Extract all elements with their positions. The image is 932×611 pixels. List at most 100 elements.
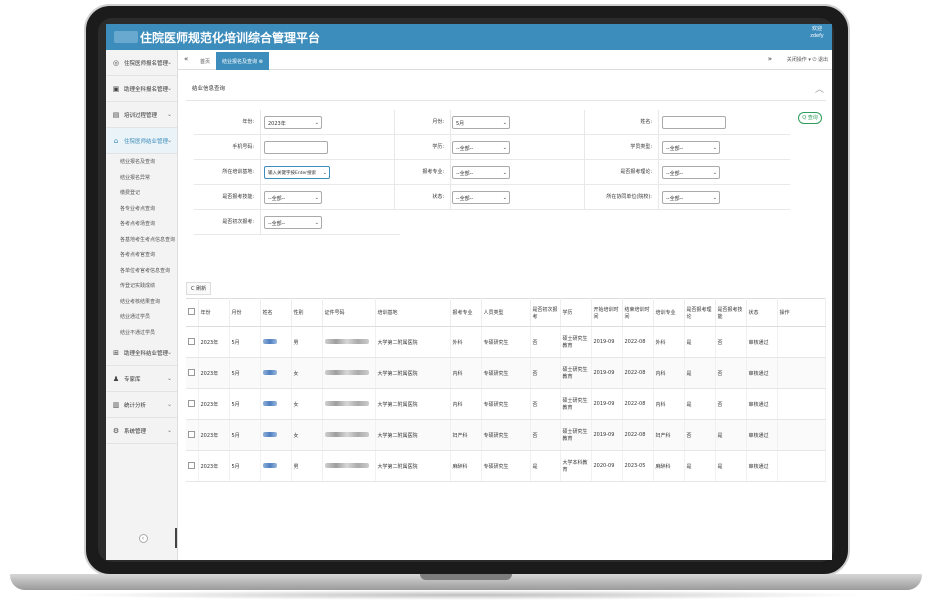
redacted-id	[324, 463, 369, 468]
major-select[interactable]: --全部-- ⌄	[452, 166, 510, 179]
initial-value: --全部--	[268, 221, 286, 227]
name-label: 姓名:	[640, 119, 652, 125]
operation-cell	[777, 357, 826, 389]
sidebar-subitem[interactable]: 传登记实践成绩	[120, 283, 156, 290]
chevron-up-icon[interactable]: ︿	[814, 85, 824, 95]
table-row[interactable]: 2023年 5月女大学第二附属医院 妇产科 专硕研究生否硕士研究生教育 2019-09 2…	[186, 419, 826, 451]
redacted-name[interactable]	[262, 401, 277, 406]
sidebar-item-resident-completion[interactable]: ⌂ 住院医师结业管理 ⌄	[106, 128, 177, 154]
divider	[450, 135, 451, 160]
row-checkbox[interactable]	[188, 399, 195, 407]
table-cell: 5月	[229, 357, 261, 389]
sidebar-subitem[interactable]: 缴费登记	[120, 190, 141, 197]
tab-home[interactable]: 首页	[200, 58, 211, 65]
user-menu[interactable]: 欢迎 zdefy	[806, 26, 828, 48]
column-header[interactable]: 证件号码	[322, 298, 376, 327]
redacted-name[interactable]	[262, 370, 277, 375]
column-header[interactable]: 培训专业	[653, 298, 685, 327]
month-select[interactable]: 5月 ⌄	[452, 116, 510, 129]
base-search-select[interactable]: 输入关键字按Enter搜索 ⌄	[264, 166, 330, 179]
tab-completion-query[interactable]: 结业报名及查询 ⊗	[216, 52, 269, 70]
column-header[interactable]: 月份	[229, 298, 261, 327]
sidebar-subitem[interactable]: 结业报名及查询	[120, 159, 156, 166]
column-header[interactable]: 学历	[560, 298, 592, 327]
sidebar-scrollbar[interactable]	[175, 528, 177, 548]
month-value: 5月	[456, 121, 465, 127]
sidebar-subitem[interactable]: 结业不通过学员	[120, 329, 156, 336]
row-checkbox[interactable]	[188, 368, 195, 376]
column-header[interactable]: 性别	[291, 298, 323, 327]
name-input[interactable]	[662, 116, 726, 129]
column-header[interactable]: 年份	[198, 298, 230, 327]
column-header[interactable]: 是否报考理论	[684, 298, 716, 327]
sidebar-item-assistant-completion[interactable]: ⊞ 助理全科结业管理 ⌄	[106, 340, 177, 366]
coop-select[interactable]: --全部-- ⌄	[662, 191, 720, 204]
sidebar-item-statistics[interactable]: ▥ 统计分析 ⌄	[106, 392, 177, 418]
sidebar-subitem[interactable]: 各专业考点查询	[120, 205, 156, 212]
sidebar-subitem[interactable]: 结业通过学员	[120, 314, 151, 321]
row-checkbox[interactable]	[188, 430, 195, 438]
select-all-checkbox[interactable]	[188, 308, 195, 315]
sidebar-item-label: 专家库	[124, 376, 141, 383]
row-select-cell	[186, 388, 199, 420]
row-checkbox[interactable]	[188, 461, 195, 469]
column-header[interactable]: 状态	[746, 298, 778, 327]
sidebar-subitem[interactable]: 结业报名异常	[120, 174, 151, 181]
table-row[interactable]: 2023年 5月女大学第二附属医院 内科 专硕研究生否硕士研究生教育 2019-09 20…	[186, 388, 826, 420]
search-button[interactable]: Q 查询	[798, 112, 822, 124]
tab-actions[interactable]: 关闭操作 ▾ ⏻ 退出	[786, 57, 828, 63]
divider	[584, 160, 585, 185]
tab-prev-icon[interactable]: «	[184, 55, 189, 63]
table-cell: 审核通过	[746, 326, 778, 358]
status-select[interactable]: --全部-- ⌄	[452, 191, 510, 204]
column-header[interactable]: 操作	[777, 298, 826, 327]
refresh-button[interactable]: C 刷新	[186, 282, 212, 295]
tab-next-icon[interactable]: »	[767, 55, 772, 63]
row-checkbox[interactable]	[188, 337, 195, 345]
sidebar-item-experts[interactable]: ♟ 专家库 ⌄	[106, 366, 177, 392]
sidebar-collapse[interactable]: ‹	[118, 532, 168, 544]
table-cell: 内科	[653, 388, 685, 420]
row-select-cell	[186, 326, 199, 358]
select-all-header	[186, 298, 199, 327]
table-row[interactable]: 2023年 5月男大学第二附属医院 麻醉科 专硕研究生是大学本科教育 2020-09 20…	[186, 450, 826, 482]
table-cell: 2019-09	[591, 388, 623, 420]
column-header[interactable]: 培训基地	[375, 298, 451, 327]
chevron-down-icon: ⌄	[502, 145, 507, 151]
table-row[interactable]: 2023年 5月女大学第二附属医院 内科 专硕研究生否硕士研究生教育 2019-09 20…	[186, 357, 826, 389]
column-header[interactable]: 是否初次报考	[530, 298, 561, 327]
sidebar-subitem[interactable]: 各基地考生考点信息查询	[120, 236, 176, 243]
phone-input[interactable]	[264, 141, 328, 154]
sidebar-item-label: 助理全科结业管理	[124, 350, 169, 357]
sidebar-subitem[interactable]: 各单位考官考信息查询	[120, 267, 171, 274]
redacted-name[interactable]	[262, 463, 277, 468]
student-type-select[interactable]: --全部-- ⌄	[662, 141, 720, 154]
year-select[interactable]: 2023年 ⌄	[264, 116, 322, 129]
column-header[interactable]: 报考专业	[450, 298, 482, 327]
column-header[interactable]: 姓名	[260, 298, 292, 327]
table-row[interactable]: 2023年 5月男大学第二附属医院 外科 专硕研究生否硕士研究生教育 2019-09 20…	[186, 326, 826, 358]
initial-select[interactable]: --全部-- ⌄	[264, 216, 322, 229]
divider	[450, 110, 451, 135]
redacted-name[interactable]	[262, 339, 277, 344]
sidebar-subitem[interactable]: 各考点考官查询	[120, 252, 156, 259]
chevron-left-icon: ‹	[138, 533, 148, 543]
sidebar-item-resident-enrollment[interactable]: ◎ 住院医师报名管理 ⌄	[106, 50, 177, 76]
sidebar-item-assistant-enrollment[interactable]: ▣ 助理全科报名管理 ⌄	[106, 76, 177, 102]
sidebar-subitem[interactable]: 结业考核结果查询	[120, 298, 161, 305]
table-cell: 否	[530, 357, 561, 389]
sidebar-item-training-process[interactable]: ▤ 培训过程管理 ⌄	[106, 102, 177, 128]
column-header[interactable]: 人员类型	[481, 298, 531, 327]
column-header[interactable]: 是否报考技能	[715, 298, 747, 327]
redacted-name[interactable]	[262, 432, 277, 437]
column-header[interactable]: 结束培训时间	[622, 298, 654, 327]
table-cell: 男	[291, 326, 323, 358]
table-cell: 女	[291, 357, 323, 389]
logo	[114, 31, 138, 43]
degree-select[interactable]: --全部-- ⌄	[452, 141, 510, 154]
sidebar-subitem[interactable]: 各考点考场查询	[120, 221, 156, 228]
column-header[interactable]: 开始培训时间	[591, 298, 623, 327]
sidebar-item-system[interactable]: ⚙ 系统管理 ⌄	[106, 418, 177, 444]
theory-select[interactable]: --全部-- ⌄	[662, 166, 720, 179]
skill-select[interactable]: --全部-- ⌄	[264, 191, 322, 204]
